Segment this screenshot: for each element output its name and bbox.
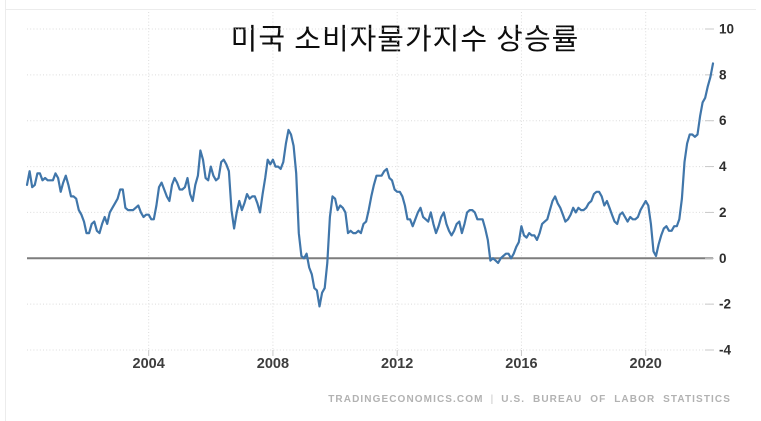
y-tick-label: 10	[719, 22, 734, 37]
y-tick-label: 0	[719, 251, 727, 266]
source-tradingeconomics: TRADINGECONOMICS.COM	[328, 394, 484, 405]
x-tick-label: 2020	[630, 356, 662, 372]
footer-separator: |	[490, 394, 495, 405]
attribution: TRADINGECONOMICS.COM | U.S. BUREAU OF LABO…	[328, 394, 731, 405]
y-tick-label: -4	[719, 343, 731, 358]
y-tick-label: 6	[719, 113, 727, 128]
x-tick-label: 2016	[505, 356, 537, 372]
page-border-top	[5, 9, 756, 10]
page-border-left	[5, 0, 6, 421]
x-tick-label: 2004	[133, 356, 165, 372]
y-tick-label: 8	[719, 67, 727, 82]
y-tick-label: -2	[719, 297, 731, 312]
x-tick-label: 2008	[257, 356, 289, 372]
cpi-series-line	[25, 62, 715, 308]
y-tick-label: 2	[719, 205, 727, 220]
source-bls: U.S. BUREAU OF LABOR STATISTICS	[501, 394, 731, 405]
x-tick-label: 2012	[381, 356, 413, 372]
y-tick-label: 4	[719, 159, 727, 174]
